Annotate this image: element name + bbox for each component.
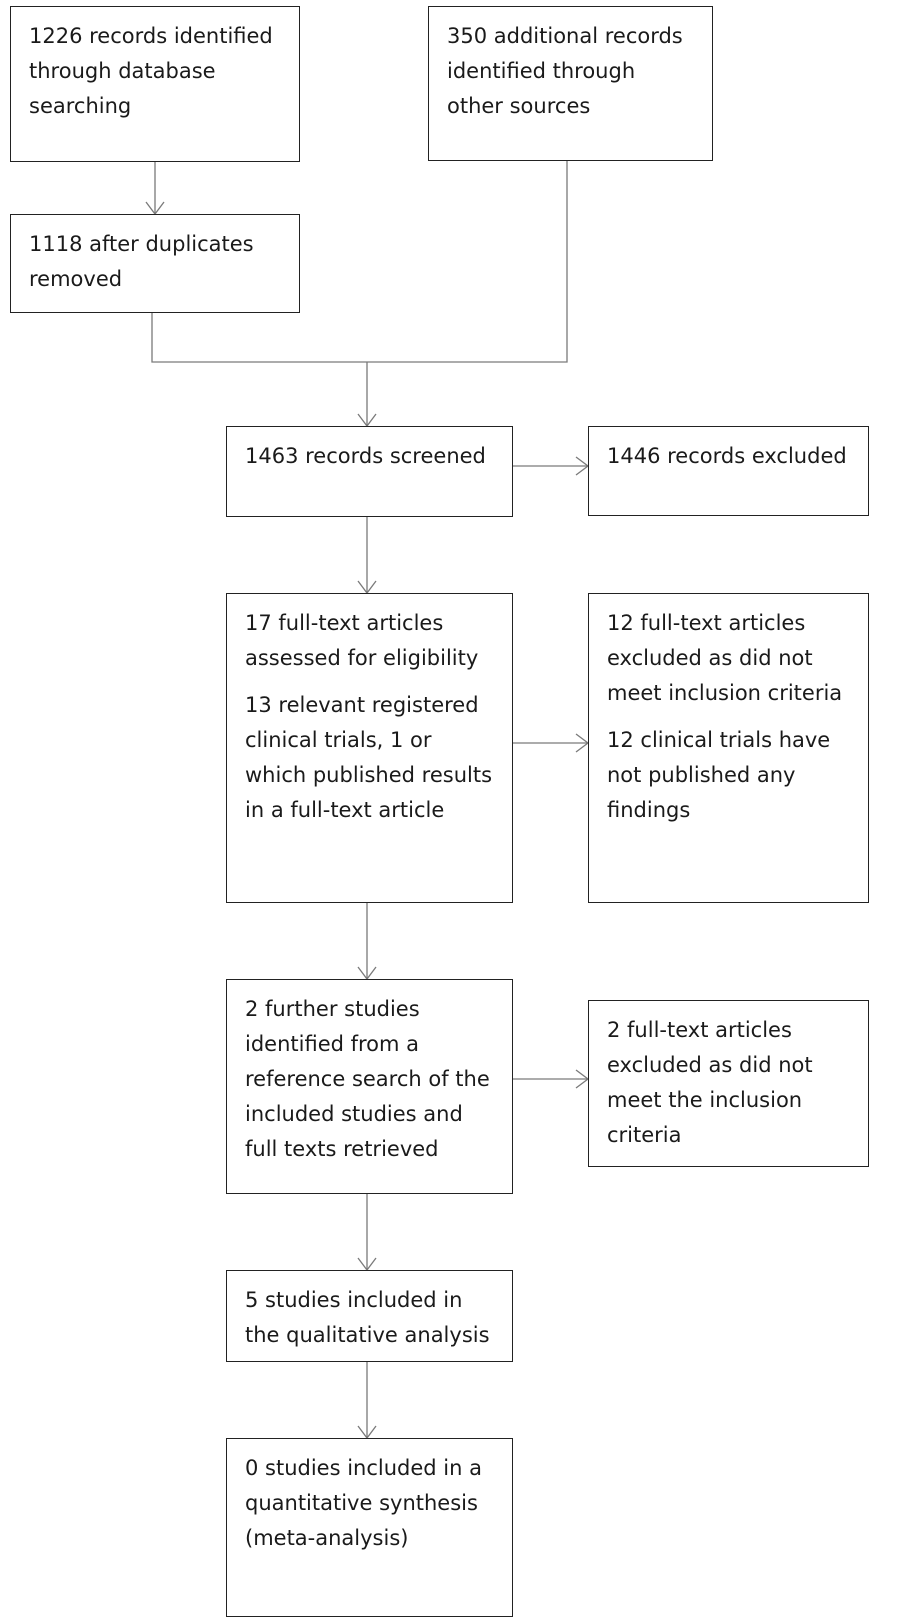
further-studies-box: 2 further studies identified from a refe… bbox=[226, 979, 513, 1194]
other-sources-box: 350 additional records identified throug… bbox=[428, 6, 713, 161]
connector-duplicates-merge bbox=[151, 161, 568, 363]
qualitative-analysis-box: 5 studies included in the qualitative an… bbox=[226, 1270, 513, 1362]
fulltext-assessed-box: 17 full-text articles assessed for eligi… bbox=[226, 593, 513, 903]
fulltext-excluded-box: 12 full-text articles excluded as did no… bbox=[588, 593, 869, 903]
quantitative-synthesis-text: 0 studies included in a quantitative syn… bbox=[245, 1456, 482, 1550]
qualitative-analysis-text: 5 studies included in the qualitative an… bbox=[245, 1288, 490, 1347]
database-records-box: 1226 records identified through database… bbox=[10, 6, 300, 162]
records-screened-box: 1463 records screened bbox=[226, 426, 513, 517]
records-excluded-box: 1446 records excluded bbox=[588, 426, 869, 516]
database-records-text: 1226 records identified through database… bbox=[29, 24, 273, 118]
duplicates-removed-text: 1118 after duplicates removed bbox=[29, 232, 254, 291]
unpublished-trials-text: 12 clinical trials have not published an… bbox=[607, 728, 831, 822]
duplicates-removed-box: 1118 after duplicates removed bbox=[10, 214, 300, 313]
fulltext-assessed-text: 17 full-text articles assessed for eligi… bbox=[245, 611, 479, 670]
quantitative-synthesis-box: 0 studies included in a quantitative syn… bbox=[226, 1438, 513, 1617]
records-excluded-text: 1446 records excluded bbox=[607, 444, 847, 468]
further-studies-text: 2 further studies identified from a refe… bbox=[245, 997, 490, 1161]
further-excluded-text: 2 full-text articles excluded as did not… bbox=[607, 1018, 813, 1147]
further-excluded-box: 2 full-text articles excluded as did not… bbox=[588, 1000, 869, 1167]
fulltext-excluded-text: 12 full-text articles excluded as did no… bbox=[607, 611, 843, 705]
other-sources-text: 350 additional records identified throug… bbox=[447, 24, 683, 118]
registered-trials-text: 13 relevant registered clinical trials, … bbox=[245, 693, 493, 822]
records-screened-text: 1463 records screened bbox=[245, 444, 486, 468]
